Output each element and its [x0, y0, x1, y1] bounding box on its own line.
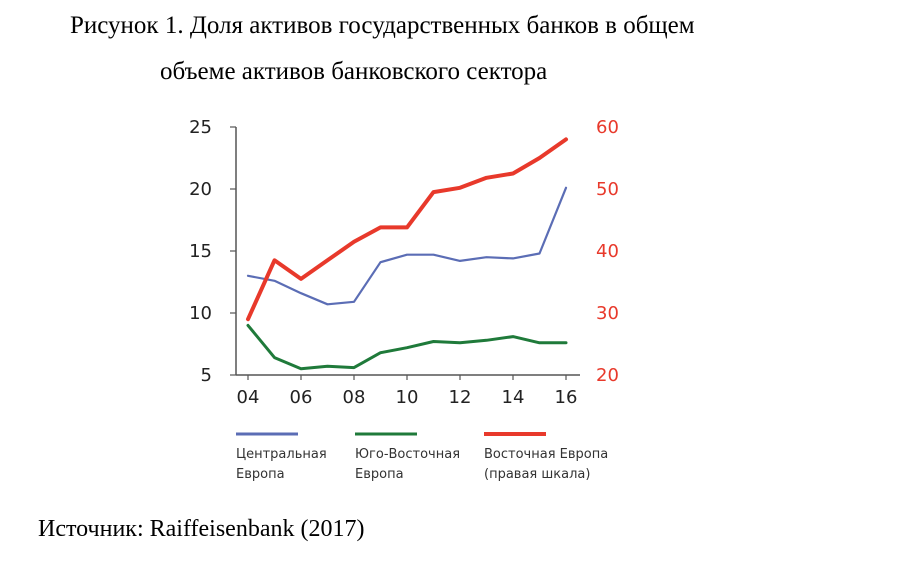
series-line-1 [246, 186, 568, 306]
series-line-2 [246, 323, 568, 371]
series-line-3 [246, 137, 568, 322]
right-tick-label: 50 [596, 179, 619, 200]
chart-title-line-1: Рисунок 1. Доля активов государственных … [70, 12, 695, 39]
legend-label-1: Европа [236, 467, 285, 482]
series-lines [246, 137, 568, 371]
chart-title-line-2: объеме активов банковского сектора [160, 58, 548, 85]
legend-label-1: Центральная [236, 447, 327, 462]
x-tick-label: 06 [290, 387, 313, 408]
left-tick-label: 10 [189, 303, 212, 324]
legend-label-3: Восточная Европа [484, 447, 608, 462]
legend-label-2: Европа [355, 467, 404, 482]
x-tick-label: 08 [343, 387, 366, 408]
x-tick-label: 10 [396, 387, 419, 408]
right-tick-label: 40 [596, 241, 619, 262]
x-tick-label: 14 [502, 387, 525, 408]
legend: Центральная Европа Юго-Восточная Европа Вост… [236, 432, 608, 482]
left-y-axis-ticks: 25 20 15 10 5 [189, 117, 236, 386]
source-note: Источник: Raiffeisenbank (2017) [38, 516, 365, 542]
right-tick-label: 20 [596, 365, 619, 386]
legend-label-2: Юго-Восточная [355, 447, 460, 462]
right-y-axis-ticks: 60 50 40 30 20 [596, 117, 619, 386]
x-tick-label: 16 [555, 387, 578, 408]
x-axis-ticks: 04 06 08 10 12 14 16 [237, 375, 578, 408]
right-tick-label: 60 [596, 117, 619, 138]
left-tick-label: 20 [189, 179, 212, 200]
right-tick-label: 30 [596, 303, 619, 324]
x-tick-label: 12 [449, 387, 472, 408]
x-tick-label: 04 [237, 387, 260, 408]
left-tick-label: 5 [201, 365, 212, 386]
legend-label-3: (правая шкала) [484, 467, 590, 482]
left-tick-label: 15 [189, 241, 212, 262]
left-tick-label: 25 [189, 117, 212, 138]
